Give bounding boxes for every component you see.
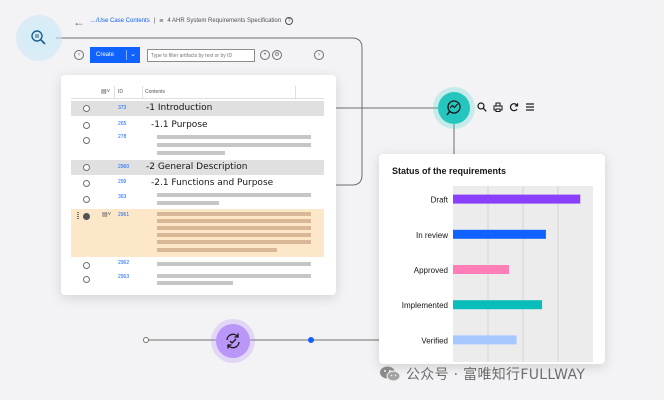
chart-title: Status of the requirements [392, 166, 507, 176]
column-divider [114, 86, 115, 98]
print-icon[interactable] [492, 101, 503, 112]
create-button-divider [126, 50, 127, 60]
column-divider [142, 86, 143, 98]
row-id-link[interactable]: 2960 [118, 164, 130, 170]
sync-check-icon [226, 333, 240, 349]
sync-badge [216, 324, 250, 358]
column-header-id[interactable]: ID [118, 89, 123, 95]
wechat-icon [380, 366, 401, 382]
table-header: ▤˅ ID Contents [71, 86, 324, 99]
row-checkbox[interactable] [83, 164, 90, 171]
toolbar: ‹ Create ⌄ • ⚙ › [74, 47, 364, 63]
table-row[interactable]: 2963 [71, 272, 324, 288]
text-placeholder-line [157, 240, 311, 244]
row-title: -1.1 Purpose [151, 120, 208, 130]
analytics-search-icon [446, 100, 461, 116]
text-placeholder-line [157, 193, 311, 197]
create-button-label: Create [96, 52, 115, 58]
help-icon[interactable]: ? [285, 17, 294, 25]
chart-bar[interactable] [453, 194, 581, 204]
row-checkbox[interactable] [83, 105, 90, 112]
arrow-left-icon[interactable]: ← [73, 15, 85, 29]
drag-handle-icon[interactable] [77, 212, 79, 219]
text-placeholder-line [157, 151, 225, 155]
row-id-link[interactable]: 2963 [118, 274, 130, 280]
requirements-status-chart: Status of the requirements Draft In revie… [379, 154, 605, 364]
chart-category-label: Approved [414, 266, 448, 275]
text-placeholder-line [157, 143, 311, 147]
text-placeholder-line [157, 135, 311, 139]
row-title: -2 General Description [146, 162, 248, 172]
text-placeholder-line [157, 248, 277, 252]
row-id-link[interactable]: 2961 [118, 212, 130, 218]
create-button[interactable]: Create ⌄ [90, 47, 140, 63]
table-row[interactable]: 278 [71, 133, 324, 159]
watermark: 公众号 · 富唯知行FULLWAY [379, 364, 585, 384]
text-placeholder-line [157, 219, 311, 223]
table-row-selected[interactable]: ▤˅ 2961 [71, 209, 324, 257]
menu-icon[interactable] [524, 101, 535, 112]
module-title: 4 AHR System Requirements Specification [167, 18, 282, 24]
refresh-icon[interactable] [508, 101, 519, 112]
column-header-contents[interactable]: Contents [145, 89, 166, 95]
row-title: -2.1 Functions and Purpose [151, 178, 274, 188]
breadcrumb: …/Use Case Contents | ≡ 4 AHR System Req… [90, 17, 294, 25]
module-icon: ≡ [159, 17, 164, 25]
artifacts-table: ▤˅ ID Contents 373 -1 Introduction 265 -… [61, 75, 336, 295]
row-checkbox[interactable] [83, 180, 90, 187]
row-checkbox[interactable] [83, 213, 90, 220]
chart-category-label: Draft [431, 196, 449, 205]
row-title: -1 Introduction [146, 103, 213, 113]
search-icon[interactable] [476, 101, 487, 112]
row-id-link[interactable]: 2962 [118, 260, 130, 266]
filter-options-icon[interactable]: • [260, 50, 270, 60]
text-placeholder-line [157, 212, 311, 216]
table-row[interactable]: 265 -1.1 Purpose [71, 118, 324, 132]
search-document-icon [31, 30, 46, 45]
chevron-down-icon[interactable]: ⌄ [130, 51, 136, 58]
row-id-link[interactable]: 299 [118, 179, 127, 185]
text-placeholder-line [157, 233, 311, 237]
row-id-link[interactable]: 363 [118, 194, 127, 200]
filter-input[interactable] [147, 49, 255, 62]
row-id-link[interactable]: 278 [118, 134, 127, 140]
text-placeholder-line [157, 281, 233, 285]
collapse-panel-icon[interactable]: ‹ [74, 50, 84, 60]
chart-bar[interactable] [453, 229, 546, 239]
chart-category-label: Implemented [402, 301, 448, 310]
column-divider [295, 86, 296, 98]
table-row[interactable]: 2960 -2 General Description [71, 160, 324, 175]
text-placeholder-line [157, 201, 219, 205]
row-checkbox[interactable] [83, 122, 90, 129]
column-settings-icon[interactable]: ▤˅ [101, 89, 111, 95]
chart-category-label: In review [416, 231, 448, 240]
text-placeholder-line [157, 226, 311, 230]
chart-bar[interactable] [453, 335, 517, 345]
breadcrumb-separator: | [153, 18, 156, 24]
breadcrumb-parent-link[interactable]: …/Use Case Contents [90, 18, 150, 24]
row-menu-icon[interactable]: ▤˅ [102, 212, 112, 218]
chart-bar[interactable] [453, 300, 543, 310]
row-checkbox[interactable] [83, 262, 90, 269]
row-checkbox[interactable] [83, 276, 90, 283]
table-row[interactable]: 363 [71, 192, 324, 208]
settings-icon[interactable]: ⚙ [272, 50, 282, 60]
text-placeholder-line [157, 262, 311, 266]
chart-category-label: Verified [421, 336, 448, 345]
expand-panel-icon[interactable]: › [314, 50, 324, 60]
chart-bar[interactable] [453, 265, 509, 274]
search-badge [22, 21, 56, 55]
table-row[interactable]: 299 -2.1 Functions and Purpose [71, 176, 324, 190]
analytics-badge [438, 92, 470, 124]
table-row[interactable]: 373 -1 Introduction [71, 101, 324, 116]
row-checkbox[interactable] [83, 196, 90, 203]
row-id-link[interactable]: 373 [118, 105, 127, 111]
row-id-link[interactable]: 265 [118, 121, 127, 127]
table-row[interactable]: 2962 [71, 259, 324, 272]
text-placeholder-line [157, 274, 311, 278]
chart-plot: Draft In review Approved Implemented Verifie… [402, 186, 593, 362]
view-toolbar [476, 101, 535, 112]
row-checkbox[interactable] [83, 137, 90, 144]
watermark-text: 公众号 · 富唯知行FULLWAY [406, 367, 586, 383]
